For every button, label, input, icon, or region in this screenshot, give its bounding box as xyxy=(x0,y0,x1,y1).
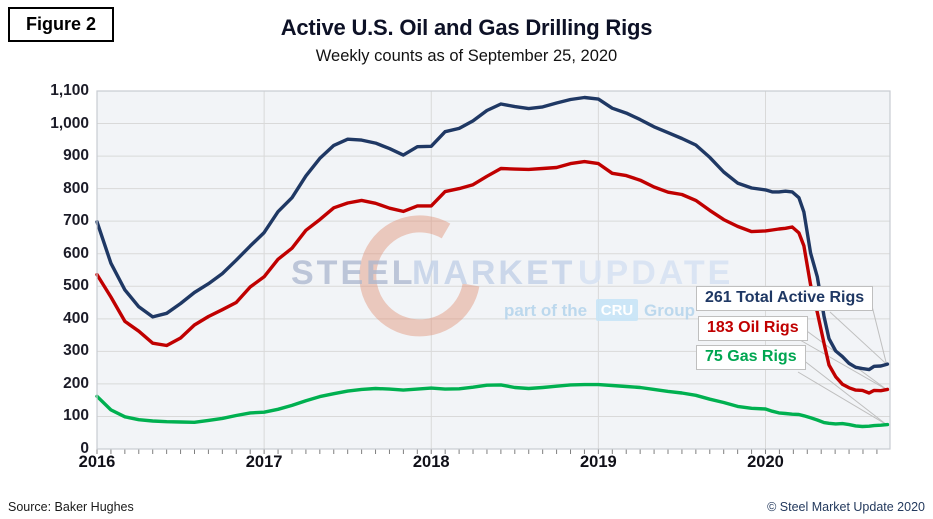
y-axis-label: 600 xyxy=(63,244,89,262)
y-axis-label: 300 xyxy=(63,342,89,360)
source-note: Source: Baker Hughes xyxy=(8,500,134,514)
plot-background xyxy=(97,91,890,449)
x-axis-label: 2018 xyxy=(412,453,450,471)
leader-line xyxy=(829,311,887,365)
y-axis-label: 1,000 xyxy=(50,114,89,132)
watermark-part-of-the: part of the xyxy=(504,301,587,320)
smu-crescent-logo xyxy=(359,215,480,337)
callout-gas-rigs: 75 Gas Rigs xyxy=(696,345,806,370)
series-line-gas-rigs xyxy=(95,382,890,429)
watermark-update: UPDATE xyxy=(578,254,733,292)
callout-total-active-rigs: 261 Total Active Rigs xyxy=(696,286,874,311)
y-axis-label: 800 xyxy=(63,179,89,197)
y-axis-label: 100 xyxy=(63,407,89,425)
watermark: STEEL MARKET UPDATE part of the CRU Grou… xyxy=(291,215,733,337)
y-axis-label: 500 xyxy=(63,277,89,295)
chart-title: Active U.S. Oil and Gas Drilling Rigs xyxy=(280,15,653,40)
vertical-gridlines xyxy=(263,91,766,449)
figure-badge: Figure 2 xyxy=(8,7,115,42)
watermark-group: Group xyxy=(644,301,695,320)
chart-subtitle: Weekly counts as of September 25, 2020 xyxy=(315,47,618,65)
y-axis-label: 900 xyxy=(63,147,89,165)
callout-oil-rigs: 183 Oil Rigs xyxy=(698,316,808,341)
cru-logo-box xyxy=(596,299,638,321)
series-line-total-active-rigs xyxy=(95,95,890,372)
watermark-steel: STEEL xyxy=(291,254,416,292)
x-axis-label: 2017 xyxy=(245,453,283,471)
watermark-market: MARKET xyxy=(412,254,575,292)
x-axis-ticks xyxy=(96,449,878,454)
y-axis-label: 1,100 xyxy=(50,82,89,99)
cru-logo-text: CRU xyxy=(601,302,634,319)
y-axis-label: 0 xyxy=(80,440,89,457)
y-axis-label: 400 xyxy=(63,309,89,327)
plot-border xyxy=(96,90,891,450)
leader-line xyxy=(799,339,887,390)
x-axis-label: 2019 xyxy=(580,453,617,471)
y-axis-label: 700 xyxy=(63,212,89,230)
x-axis-label: 2016 xyxy=(78,453,116,471)
copyright-note: © Steel Market Update 2020 xyxy=(767,500,925,514)
leader-line xyxy=(797,355,887,425)
y-axis-label: 200 xyxy=(63,374,89,392)
leader-line xyxy=(797,371,887,426)
x-axis-label: 2020 xyxy=(747,453,784,471)
